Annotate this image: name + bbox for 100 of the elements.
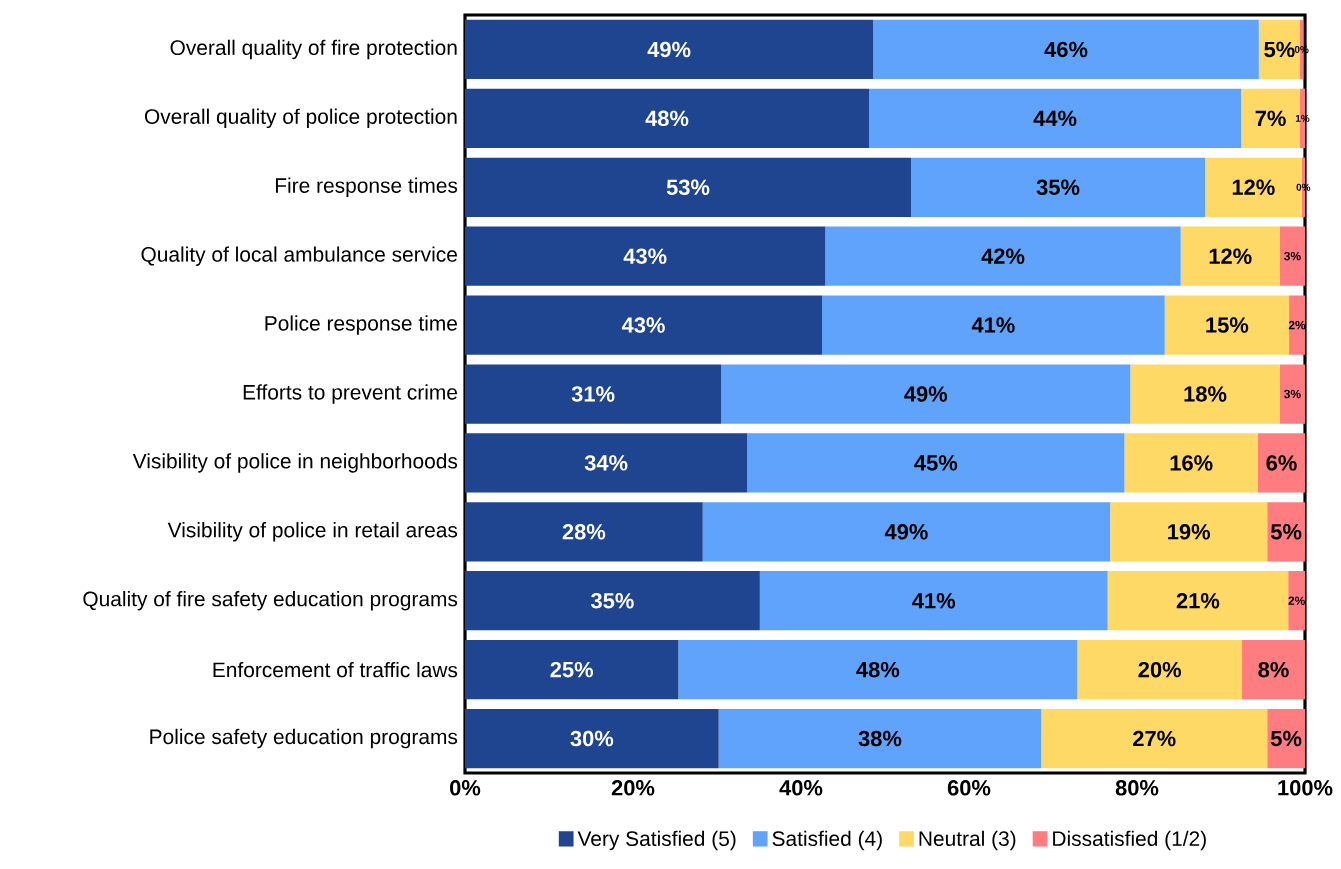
bar [1110,502,1268,562]
bar [465,708,719,769]
legend-label: Satisfied (4) [772,830,882,851]
bar [465,364,722,424]
data-label: 30% [570,730,614,747]
data-label: 12% [1232,179,1275,195]
data-label: 49% [904,386,948,402]
legend-label: Very Satisfied (5) [577,830,736,851]
bar [1077,640,1243,700]
bar [465,433,748,493]
x-tick-label: 0% [450,780,481,796]
data-label: 43% [621,317,665,333]
data-label: 42% [981,248,1025,264]
y-tick-label: Police response time [265,315,457,335]
bar [678,640,1078,700]
bar [1279,226,1306,286]
bar [822,295,1165,355]
bar [1242,640,1306,700]
bar [1289,295,1306,355]
bar [465,19,874,80]
bar [702,502,1111,562]
bar [1279,364,1306,424]
bar [465,295,823,355]
data-label: 8% [1258,661,1289,678]
data-label: 28% [562,524,606,540]
bar [873,19,1259,80]
data-label: 35% [1036,179,1080,196]
data-label: 38% [858,730,902,747]
bar [825,226,1181,286]
data-label: 49% [884,524,928,540]
y-tick-label: Efforts to prevent crime [243,384,457,404]
x-tick-label: 80% [1115,780,1159,796]
bar [718,708,1042,769]
bar [465,571,760,631]
bar [759,571,1108,631]
data-label: 34% [584,455,628,471]
bar [721,364,1131,424]
data-label: 19% [1168,524,1211,540]
legend-label: Neutral (3) [919,830,1016,851]
x-tick-label: 40% [779,780,823,796]
bar [1267,708,1306,769]
bar [1267,502,1306,562]
data-label: 41% [971,317,1015,333]
y-tick-label: Quality of fire safety education programs [83,590,458,611]
data-label: 48% [645,110,689,127]
data-label: 6% [1266,455,1297,471]
data-label: 31% [571,386,615,402]
data-label: 15% [1206,317,1249,333]
data-label: 35% [590,592,634,609]
data-label: 3% [1284,251,1301,261]
bar [1180,226,1280,286]
data-label: 2% [1288,596,1305,605]
data-label: 5% [1270,524,1302,540]
x-tick-label: 100% [1278,780,1333,796]
data-label: 5% [1264,41,1295,58]
data-label: 49% [647,41,691,58]
y-tick-label: Overall quality of fire protection [170,39,457,60]
data-label: 12% [1209,248,1252,264]
data-label: 21% [1176,593,1220,609]
bar [1041,708,1268,769]
y-tick-label: Visibility of police in neighborhoods [132,453,458,473]
legend-label: Dissatisfied (1/2) [1053,830,1206,851]
bar [1107,571,1289,631]
y-tick-label: Fire response times [275,177,458,198]
data-label: 41% [912,593,956,609]
data-label: 16% [1170,455,1213,471]
data-label: 3% [1284,389,1301,399]
x-tick-label: 20% [611,780,655,796]
data-label: 20% [1138,661,1182,678]
bar [869,88,1242,148]
data-label: 5% [1270,730,1302,747]
bar [465,88,870,148]
y-tick-label: Overall quality of police protection [144,108,457,129]
data-label: 45% [914,455,958,471]
data-label: 2% [1288,320,1306,330]
bar [1164,295,1290,355]
bar [465,640,679,700]
data-label: 25% [550,661,594,678]
bar [1124,433,1258,493]
bar [1130,364,1280,424]
data-label: 44% [1033,110,1077,127]
data-label: 18% [1184,386,1227,402]
bar [747,433,1125,493]
y-tick-label: Quality of local ambulance service [141,246,457,266]
data-label: 27% [1133,730,1176,747]
data-label: 46% [1044,41,1088,58]
data-label: 48% [856,661,900,678]
bar [1288,571,1306,631]
x-tick-label: 60% [947,780,991,796]
y-tick-label: Police safety education programs [150,728,458,749]
data-label: 43% [623,248,667,264]
bar [1257,433,1306,493]
bar [911,157,1206,217]
data-label: 7% [1255,110,1286,127]
bar [465,502,703,562]
data-label: 53% [666,179,710,196]
bar [465,226,826,286]
y-tick-label: Visibility of police in retail areas [167,522,458,542]
y-tick-label: Enforcement of traffic laws [213,661,458,678]
bar [465,157,912,217]
